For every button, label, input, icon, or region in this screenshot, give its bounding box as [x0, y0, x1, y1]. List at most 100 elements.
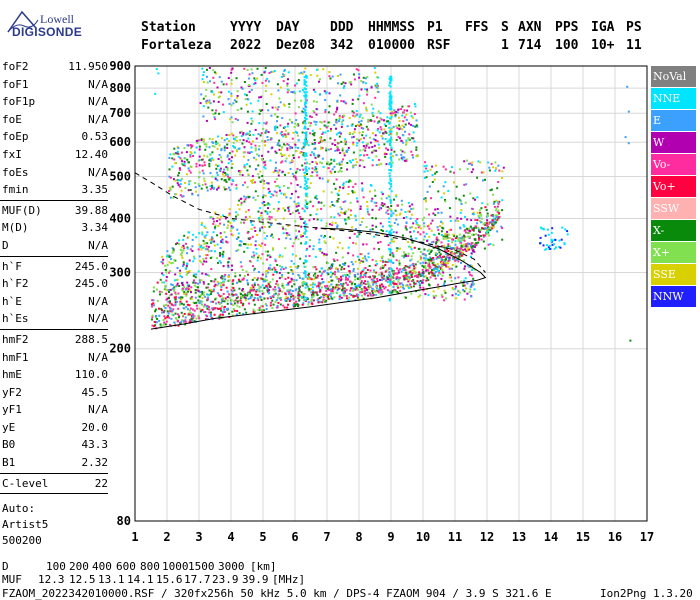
echo-point: [264, 90, 267, 93]
echo-point: [238, 306, 241, 308]
echo-point: [358, 121, 361, 123]
echo-point: [395, 194, 398, 197]
echo-point: [287, 298, 289, 301]
echo-point: [279, 86, 282, 89]
echo-point: [360, 80, 363, 83]
echo-point: [362, 243, 365, 246]
echo-point: [320, 296, 323, 299]
echo-point: [342, 119, 345, 122]
echo-point: [333, 216, 336, 219]
echo-point: [178, 285, 181, 287]
echo-point: [340, 211, 343, 214]
echo-point: [349, 131, 351, 134]
echo-point: [337, 170, 340, 173]
echo-point: [468, 291, 471, 294]
echo-point: [393, 109, 396, 112]
echo-point: [220, 156, 222, 159]
echo-point: [387, 213, 390, 215]
echo-point: [325, 225, 328, 228]
echo-point: [362, 274, 365, 276]
legend-item: E: [651, 110, 696, 131]
echo-point: [253, 276, 256, 279]
echo-point: [272, 288, 275, 291]
echo-point: [305, 282, 308, 285]
echo-point: [222, 265, 225, 268]
echo-point: [259, 295, 262, 298]
echo-point: [383, 203, 386, 206]
echo-point: [410, 208, 413, 210]
echo-point: [189, 155, 192, 158]
echo-point: [220, 298, 223, 301]
echo-point: [231, 163, 234, 165]
echo-point: [447, 189, 450, 192]
echo-point: [179, 185, 182, 188]
echo-point: [260, 214, 263, 217]
echo-point: [291, 192, 293, 195]
echo-point: [185, 291, 188, 294]
echo-point: [318, 297, 321, 299]
echo-point: [178, 314, 181, 317]
echo-point: [170, 293, 173, 296]
echo-point: [249, 296, 252, 298]
echo-point: [264, 237, 267, 240]
echo-point: [244, 299, 247, 302]
echo-point: [407, 201, 410, 204]
echo-point: [315, 68, 318, 71]
echo-point: [355, 161, 358, 164]
echo-point: [418, 273, 421, 276]
echo-point: [392, 285, 395, 288]
echo-point: [391, 269, 394, 272]
echo-point: [444, 297, 447, 300]
echo-point: [294, 84, 297, 87]
echo-point: [463, 239, 466, 242]
echo-point: [213, 313, 216, 316]
echo-point: [203, 282, 205, 285]
echo-point: [416, 280, 419, 283]
echo-point: [173, 279, 176, 282]
echo-point: [301, 72, 304, 75]
echo-point: [166, 264, 169, 266]
echo-point: [234, 299, 237, 302]
echo-point: [408, 105, 411, 108]
echo-point: [221, 137, 223, 140]
echo-point: [293, 283, 296, 286]
echo-point: [279, 254, 282, 257]
echo-point: [202, 239, 205, 242]
echo-point: [482, 179, 484, 182]
echo-point: [239, 274, 241, 277]
echo-point: [240, 296, 242, 299]
echo-point: [336, 292, 339, 295]
echo-point: [303, 76, 306, 79]
echo-point: [388, 107, 391, 110]
echo-point: [323, 253, 326, 255]
echo-point: [249, 286, 252, 289]
echo-point: [316, 299, 319, 302]
echo-point: [298, 169, 301, 171]
echo-point: [169, 196, 172, 199]
echo-point: [236, 90, 239, 93]
echo-point: [494, 209, 497, 212]
echo-point: [236, 301, 239, 304]
echo-point: [304, 199, 307, 202]
echo-point: [388, 187, 391, 190]
echo-point: [385, 230, 388, 233]
echo-point: [195, 162, 198, 165]
echo-point: [388, 207, 391, 210]
echo-point: [160, 307, 163, 310]
echo-point: [179, 168, 182, 171]
echo-point: [346, 284, 349, 286]
echo-point: [263, 182, 266, 185]
echo-point: [419, 251, 422, 253]
echo-point: [558, 246, 561, 248]
echo-point: [396, 111, 399, 114]
echo-point: [190, 317, 193, 320]
echo-point: [267, 191, 270, 194]
auto-artist-label: Artist5: [2, 518, 49, 532]
echo-point: [198, 243, 201, 246]
echo-point: [479, 161, 482, 164]
echo-point: [496, 201, 499, 204]
echo-point: [361, 283, 364, 286]
echo-point: [495, 199, 498, 202]
echo-point: [495, 167, 497, 170]
param-group-frequencies: foF2 11.950 foF1 N/A foF1p N/A foE N/A foEp 0.53 f…: [0, 58, 112, 199]
